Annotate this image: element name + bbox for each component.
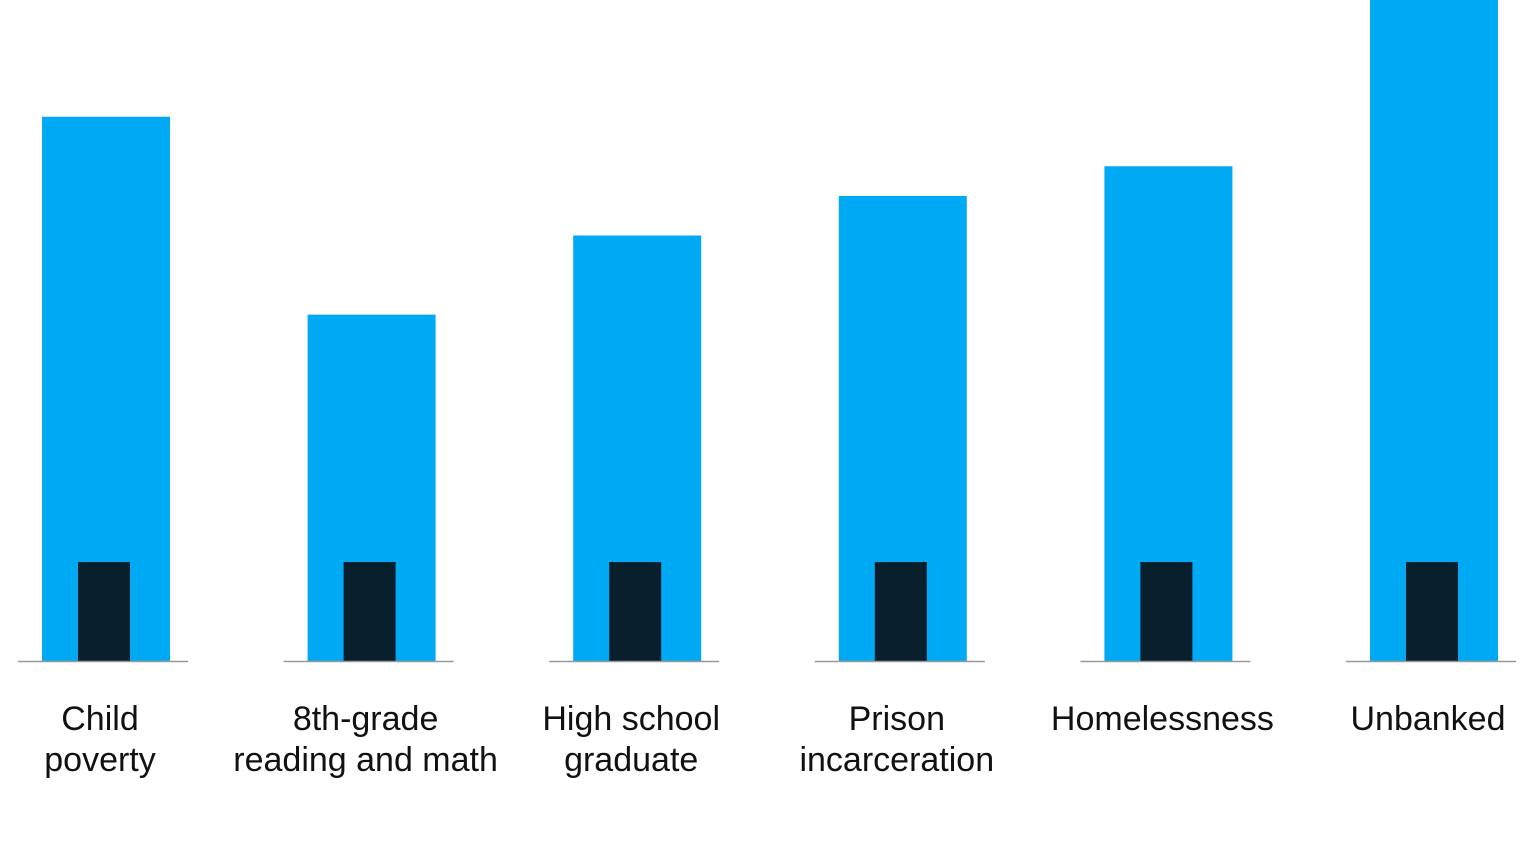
category-label-line: 8th-grade xyxy=(293,700,439,738)
category-label-line: High school xyxy=(542,700,720,738)
bar-dark xyxy=(1140,562,1193,661)
bar-dark xyxy=(874,562,927,661)
category-label: Prison incarceration xyxy=(799,700,994,779)
category-label-line: Prison xyxy=(849,700,945,738)
bar-dark xyxy=(609,562,662,661)
category-label-line: Homelessness xyxy=(1051,700,1274,738)
category-label: High school graduate xyxy=(542,700,720,779)
category-label-line: reading and math xyxy=(233,741,498,779)
bar-dark xyxy=(343,562,396,661)
bar-dark xyxy=(78,562,130,661)
category-label-line: incarceration xyxy=(799,741,994,779)
bar-dark xyxy=(1406,562,1458,661)
category-label-line: graduate xyxy=(564,741,698,779)
category-label: Unbanked xyxy=(1350,700,1505,738)
category-label-line: poverty xyxy=(44,741,156,779)
category-label: Child poverty xyxy=(44,700,156,779)
category-label-line: Unbanked xyxy=(1350,700,1505,738)
bar-blue xyxy=(1370,0,1498,661)
category-label-line: Child xyxy=(61,700,138,738)
category-label: Homelessness xyxy=(1051,700,1274,738)
category-label: 8th-grade reading and math xyxy=(233,700,498,779)
